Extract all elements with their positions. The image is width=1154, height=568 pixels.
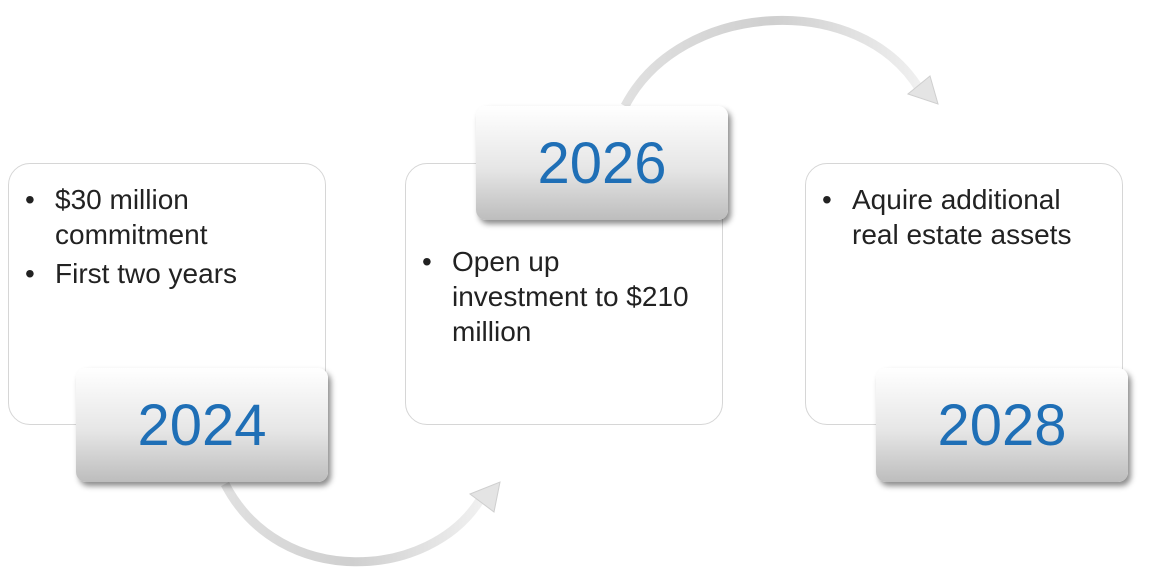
bullet-list: $30 million commitment First two years: [9, 182, 305, 291]
bullet: $30 million commitment: [25, 182, 305, 252]
bullet: First two years: [25, 256, 305, 291]
bullet-list: Aquire additional real estate assets: [806, 182, 1112, 252]
year-box: 2028: [876, 368, 1128, 482]
bullet: Aquire additional real estate assets: [822, 182, 1112, 252]
bullet: Open up investment to $210 million: [422, 244, 692, 349]
arrow-head: [906, 75, 939, 105]
arrow-curve: [221, 481, 484, 567]
arrow-curve: [621, 15, 924, 109]
year-box: 2024: [76, 368, 328, 482]
bullet-list: Open up investment to $210 million: [406, 244, 692, 349]
year-box: 2026: [476, 106, 728, 220]
arrow-head: [468, 481, 501, 513]
